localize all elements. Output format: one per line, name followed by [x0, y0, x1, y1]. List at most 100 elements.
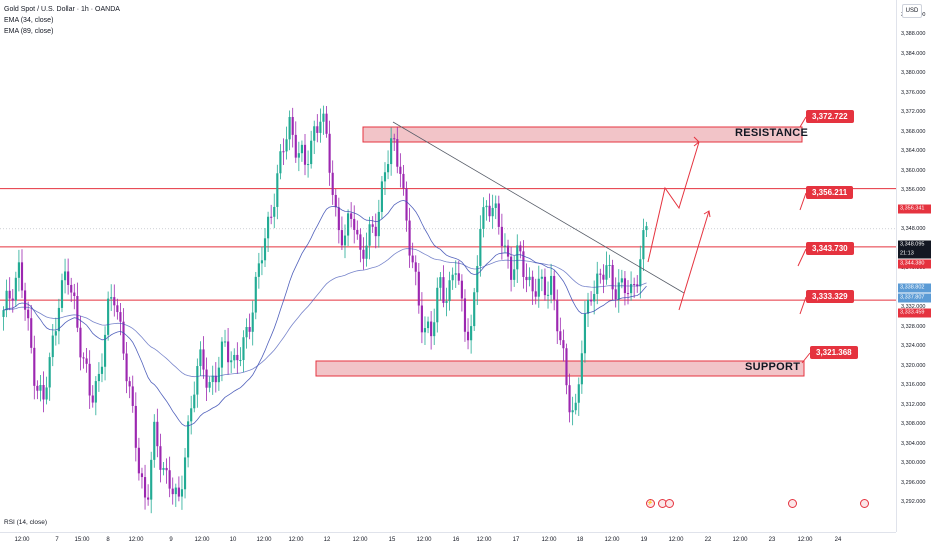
candle-body — [340, 230, 343, 246]
candle-body — [260, 260, 264, 264]
time-tick-label: 8 — [106, 537, 110, 543]
candle-body — [583, 313, 587, 354]
current-price-badge: 3,348.095 — [898, 240, 931, 250]
candle-body — [470, 326, 473, 341]
candle-body — [82, 357, 85, 359]
candle-body — [371, 224, 374, 227]
dividend-event-icon[interactable]: ⚡ — [646, 499, 655, 508]
candle-body — [11, 298, 14, 301]
candle-body — [476, 266, 479, 293]
candle-body — [614, 289, 617, 300]
chart-legend[interactable]: Gold Spot / U.S. Dollar · 1h · OANDA EMA… — [4, 4, 120, 37]
candle-body — [113, 297, 116, 306]
time-tick-label: 24 — [834, 537, 842, 543]
candle-body — [230, 360, 233, 363]
callout-leader-line — [799, 192, 807, 211]
candle-body — [442, 277, 445, 303]
candle-body — [414, 262, 417, 272]
candle-body — [506, 245, 510, 257]
candle-body — [291, 117, 294, 135]
candle-body — [642, 230, 645, 260]
candle-body — [510, 256, 513, 280]
candle-body — [196, 366, 199, 395]
time-tick-label: 12:00 — [352, 537, 368, 543]
candle-body — [537, 278, 540, 297]
candle-body — [494, 203, 497, 208]
countdown-badge: 21:13 — [898, 249, 931, 259]
time-tick-label: 12 — [323, 537, 331, 543]
rsi-legend[interactable]: RSI (14, close) — [4, 519, 47, 526]
ema89-legend[interactable]: EMA (89, close) — [4, 28, 54, 35]
candle-body — [466, 331, 470, 341]
candle-body — [639, 259, 642, 287]
candle-body — [445, 301, 448, 303]
candle-body — [599, 273, 602, 275]
candle-body — [165, 467, 168, 471]
candle-body — [500, 226, 503, 247]
candle-body — [488, 205, 491, 217]
candle-body — [590, 299, 593, 302]
candle-body — [430, 321, 433, 337]
candle-body — [405, 188, 408, 221]
candle-body — [423, 328, 427, 333]
time-tick-label: 12:00 — [604, 537, 620, 543]
callout-leader-line — [799, 296, 807, 315]
candle-body — [168, 470, 171, 489]
candle-body — [276, 173, 279, 207]
time-tick-label: 12:00 — [194, 537, 210, 543]
candle-body — [343, 235, 347, 246]
candle-body — [211, 375, 214, 383]
price-tick-label: 3,364.000 — [901, 148, 926, 155]
zone-layer — [315, 126, 805, 377]
price-tick-label: 3,384.000 — [901, 50, 926, 57]
candle-body — [5, 290, 8, 311]
ema34-legend[interactable]: EMA (34, close) — [4, 17, 54, 24]
us-flag-event-icon[interactable] — [860, 499, 869, 508]
candle-body — [479, 228, 482, 267]
candle-body — [236, 354, 239, 361]
time-axis[interactable]: 12:00 7 15:00 8 12:00 9 12:00 10 12:00 12:00 12 12:… — [0, 532, 896, 551]
candle-body — [353, 218, 356, 230]
candle-body — [162, 467, 165, 470]
us-flag-event-icon[interactable] — [788, 499, 797, 508]
candle-body — [54, 331, 57, 336]
candle-body — [119, 312, 122, 322]
candle-body — [159, 446, 162, 470]
price-tick-label: 3,372.000 — [901, 109, 926, 116]
candle-body — [346, 213, 350, 236]
candle-body — [63, 271, 67, 281]
candle-body — [630, 284, 633, 294]
candle-body — [611, 264, 614, 290]
candle-body — [451, 274, 454, 281]
candle-body — [17, 262, 20, 278]
candle-body — [39, 385, 42, 391]
symbol-title[interactable]: Gold Spot / U.S. Dollar · 1h · OANDA — [4, 6, 120, 13]
candle-body — [553, 275, 556, 300]
candle-body — [316, 126, 319, 133]
candle-body — [282, 151, 285, 153]
time-tick-label: 18 — [576, 537, 584, 543]
candle-body — [482, 207, 485, 229]
candle-body — [214, 375, 217, 383]
candle-body — [254, 276, 257, 313]
candle-body — [362, 249, 365, 259]
currency-button[interactable]: USD — [902, 4, 922, 18]
candle-body — [48, 357, 51, 388]
candle-body — [525, 276, 528, 281]
price-axis[interactable]: 3,292.000 3,296.000 3,300.000 3,304.000 3,30… — [896, 0, 932, 532]
candle-body — [562, 340, 565, 349]
candle-body — [220, 341, 224, 368]
candle-body — [103, 334, 107, 367]
candle-body — [297, 153, 300, 158]
us-flag-event-icon[interactable] — [665, 499, 674, 508]
candle-body — [33, 347, 36, 386]
candle-body — [574, 402, 577, 411]
candle-body — [399, 166, 402, 174]
time-tick-label: 12:00 — [256, 537, 272, 543]
candle-body — [390, 138, 393, 165]
time-tick-label: 15 — [388, 537, 396, 543]
projection-arrowhead-lower — [703, 210, 711, 218]
level-333-badge: 3,333.459 — [898, 308, 931, 318]
